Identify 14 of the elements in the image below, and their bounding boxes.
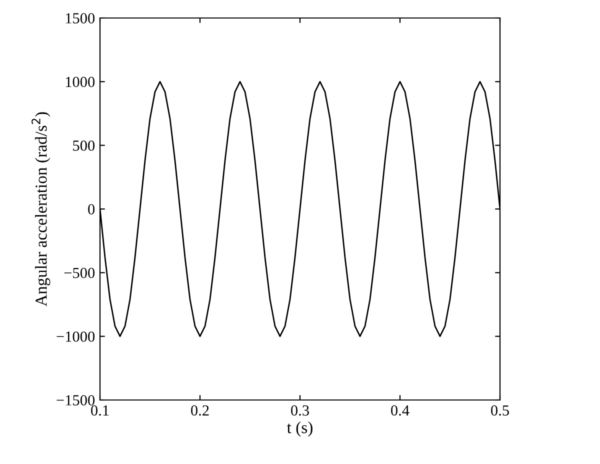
y-tick-label: 1000 [66, 76, 95, 88]
y-tick-label: −1500 [56, 395, 95, 406]
y-tick-label: −500 [64, 268, 95, 278]
x-tick-label: 0.4 [391, 405, 410, 416]
x-tick-label: 0.1 [91, 405, 109, 416]
y-tick-label: −1000 [56, 331, 95, 342]
y-tick-label: 0 [88, 204, 95, 214]
x-tick-label: 0.3 [291, 405, 309, 416]
y-axis-title: Angular acceleration (rad/s$^{2}$) [32, 112, 50, 306]
y-tick-label: 500 [73, 140, 95, 151]
x-axis-title: t (s) [286, 421, 312, 437]
y-tick-label: 1500 [66, 13, 95, 24]
x-tick-label: 0.2 [191, 405, 209, 416]
x-tick-label: 0.5 [491, 405, 509, 416]
